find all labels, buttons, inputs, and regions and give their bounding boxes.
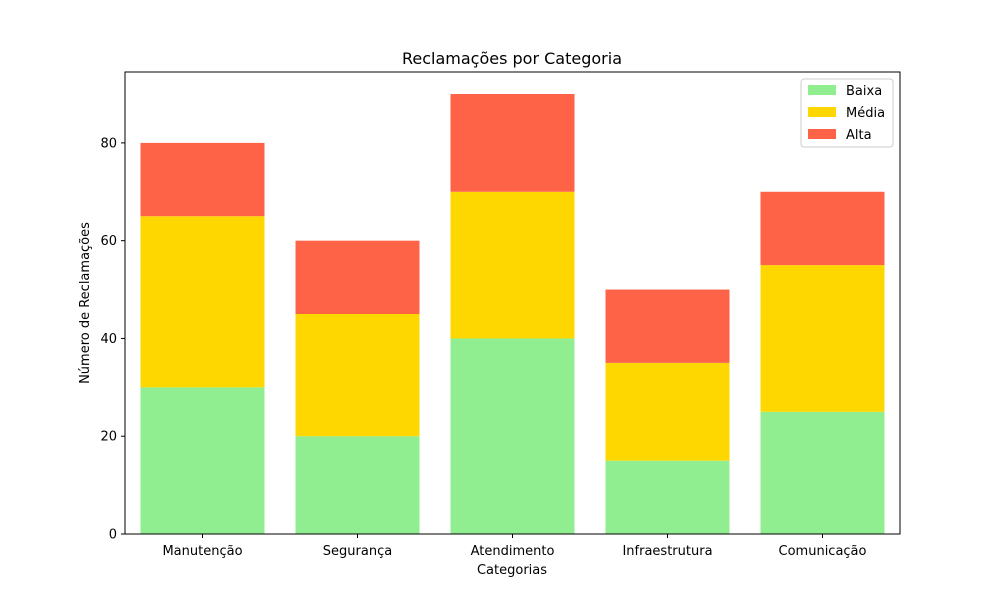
legend-label: Média [846, 106, 885, 121]
bar-baixa-1 [295, 436, 420, 534]
legend-swatch [808, 107, 836, 117]
bar-m-dia-1 [295, 314, 420, 437]
x-tick-label: Atendimento [471, 544, 555, 559]
x-tick-label: Manutenção [162, 544, 242, 559]
y-axis-label: Número de Reclamações [78, 222, 93, 384]
y-tick-label: 80 [100, 136, 117, 151]
y-axis: 0 20 40 60 80 [100, 136, 125, 543]
legend: Baixa Média Alta [800, 78, 894, 148]
legend-label: Alta [846, 128, 872, 143]
bar-alta-4 [760, 191, 885, 266]
bars-layer [140, 94, 885, 534]
x-axis-label: Categorias [477, 563, 547, 578]
legend-label: Baixa [846, 84, 882, 99]
bar-baixa-4 [760, 411, 885, 534]
y-tick-label: 0 [109, 528, 117, 543]
x-tick-label: Segurança [323, 544, 392, 559]
y-tick-label: 20 [100, 430, 117, 445]
bar-alta-0 [140, 142, 265, 217]
bar-alta-1 [295, 240, 420, 314]
bar-m-dia-4 [760, 265, 885, 412]
bar-m-dia-3 [605, 362, 730, 461]
legend-swatch [808, 85, 836, 95]
bar-baixa-2 [450, 338, 575, 534]
x-axis: Manutenção Segurança Atendimento Infraestru… [162, 534, 867, 559]
chart-title: Reclamações por Categoria [402, 49, 622, 68]
y-tick-label: 40 [100, 332, 117, 347]
bar-m-dia-0 [140, 216, 265, 388]
y-tick-label: 60 [100, 234, 117, 249]
x-tick-label: Comunicação [779, 544, 867, 559]
bar-m-dia-2 [450, 191, 575, 339]
bar-baixa-3 [605, 460, 730, 534]
legend-swatch [808, 129, 836, 139]
bar-alta-3 [605, 289, 730, 363]
bar-baixa-0 [140, 387, 265, 534]
bar-alta-2 [450, 94, 575, 192]
x-tick-label: Infraestrutura [622, 544, 712, 559]
